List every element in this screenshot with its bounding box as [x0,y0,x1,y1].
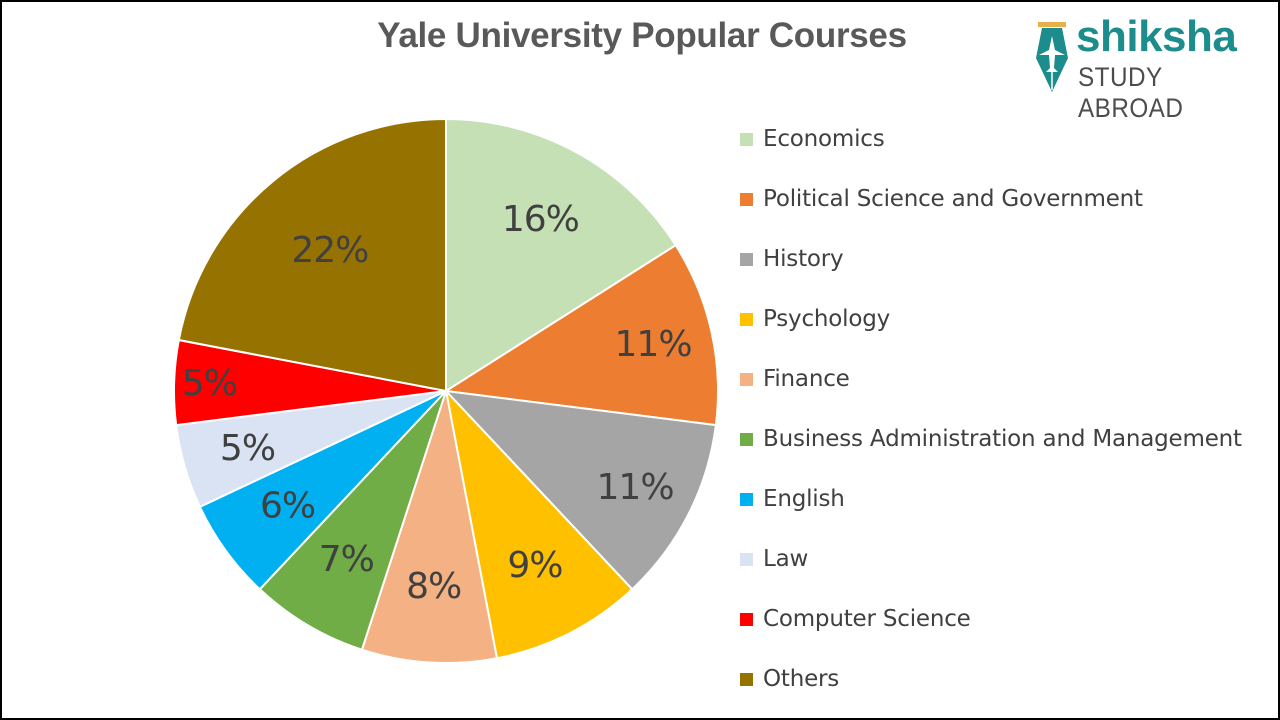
legend-label: History [763,246,844,272]
pie-slice-finance [360,390,499,664]
slice-label: 22% [291,230,368,271]
pie-slice-business-administration-and-management [258,390,447,651]
pie-slice-political-science-and-government [443,243,719,427]
slice-label: 11% [597,467,674,508]
slice-label: 5% [220,428,275,469]
legend-label: Economics [763,126,885,152]
slice-label: 16% [502,199,579,240]
legend-item: Law [740,544,808,574]
legend-swatch [740,252,753,266]
legend-item: Business Administration and Management [740,424,1242,454]
logo-brand: shiksha [1076,12,1237,61]
legend-label: Law [763,546,809,572]
legend-swatch [740,552,753,566]
slice-label: 5% [182,363,237,404]
legend-label: Business Administration and Management [763,426,1242,452]
legend-swatch [740,612,753,626]
legend-label: Finance [763,366,850,392]
legend-item: English [740,484,845,514]
slice-label: 11% [615,324,692,365]
pie-slice-others [177,117,447,393]
legend-item: Psychology [740,304,890,334]
legend-label: Others [763,666,840,692]
pie-slice-history [443,389,717,591]
slice-label: 6% [260,486,315,527]
legend-item: Computer Science [740,604,971,634]
pen-nib-airplane-icon [1036,22,1068,92]
legend-item: Others [740,664,839,694]
legend-item: Political Science and Government [740,184,1143,214]
slice-label: 9% [507,545,562,586]
legend-item: Economics [740,124,885,154]
legend-label: Computer Science [763,606,971,632]
legend-swatch [740,672,753,686]
legend-label: Psychology [763,306,891,332]
legend-swatch [740,192,753,206]
pie-slice-economics [445,117,678,393]
chart-title: Yale University Popular Courses [377,16,907,55]
pie-slice-psychology [444,387,634,660]
logo-tagline: STUDY ABROAD [1078,62,1184,123]
legend-label: English [763,486,845,512]
slice-label: 8% [406,566,461,607]
legend-swatch [740,312,753,326]
legend-swatch [740,432,753,446]
legend-swatch [740,372,753,386]
pie-chart: 16% 11% 11% 9% 8% 7%6% 5% 5% 22% [173,117,719,664]
slice-label: 7% [319,539,374,580]
legend-swatch [740,492,753,506]
legend-item: History [740,244,844,274]
legend-swatch [740,132,753,146]
shiksha-logo: shiksha STUDY ABROAD [1032,12,1262,123]
legend-label: Political Science and Government [763,186,1143,212]
legend-item: Finance [740,364,850,394]
